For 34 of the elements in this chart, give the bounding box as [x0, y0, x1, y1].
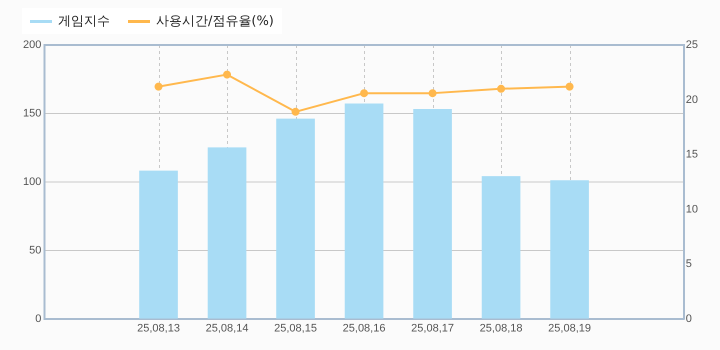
x-tick-label: 25,08,14: [206, 322, 248, 334]
y2-tick-label: 20: [686, 94, 698, 106]
x-tick-label: 25,08,19: [548, 322, 591, 334]
y-tick-label: 200: [22, 39, 42, 52]
point: [223, 70, 232, 79]
y2-tick-label: 15: [686, 148, 698, 161]
bar: [276, 118, 315, 319]
y2-tick-label: 5: [686, 258, 692, 270]
y-tick-label: 0: [35, 312, 42, 325]
point: [497, 84, 506, 93]
point: [154, 82, 163, 91]
bar: [482, 176, 520, 319]
bar: [413, 109, 452, 319]
y2-tick-label: 0: [686, 312, 692, 325]
x-tick-label: 25,08,17: [411, 322, 454, 334]
x-tick-label: 25,08,13: [137, 322, 180, 334]
bar: [550, 180, 589, 319]
y-tick-label: 150: [22, 107, 42, 120]
bar: [344, 104, 384, 319]
point: [566, 82, 574, 91]
bar: [139, 170, 178, 319]
point: [292, 108, 300, 116]
legend-label: 사용시간/점유율(%): [155, 13, 274, 30]
y2-tick-label: 25: [686, 39, 698, 52]
y2-tick-label: 10: [686, 203, 698, 216]
bar: [208, 147, 246, 319]
point: [360, 89, 368, 98]
x-tick-label: 25,08,16: [342, 322, 386, 334]
legend-label: 게임지수: [57, 13, 110, 30]
point: [428, 89, 437, 98]
x-tick-label: 25,08,15: [274, 322, 317, 334]
y-tick-label: 100: [22, 176, 42, 188]
y-tick-label: 50: [29, 244, 42, 256]
x-tick-label: 25,08,18: [480, 322, 522, 334]
